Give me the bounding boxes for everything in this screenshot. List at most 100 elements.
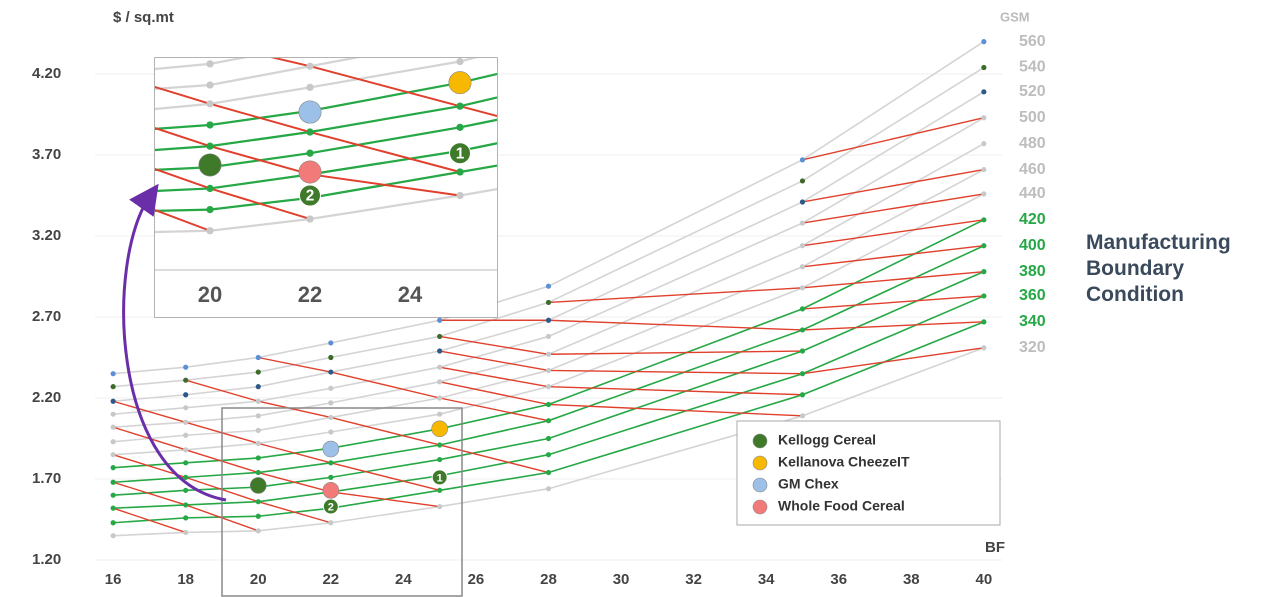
gsm-point [255,398,261,404]
gsm-point [183,515,189,521]
gsm-point [456,191,464,200]
cross-line [155,168,311,220]
inset-axis-area [155,270,497,317]
gsm-point [606,0,613,2]
legend-label: Kellanova CheezeIT [778,454,910,470]
gsm-point [255,513,261,519]
gsm-point [545,401,552,408]
gsm-point [981,191,987,197]
gsm-point [456,34,463,41]
gsm-point [545,418,552,424]
gsm-point [328,429,334,435]
gsm-point [110,424,116,430]
gsm-point [437,411,443,417]
y-tick-label: 2.70 [32,308,61,325]
gsm-point [981,166,987,173]
gsm-point [206,100,214,108]
gsm-point [106,150,113,157]
gsm-point [545,317,552,323]
gsm-point [606,18,613,25]
gsm-point [110,492,116,498]
gsm-point [456,102,464,110]
x-tick-label: 34 [758,571,775,588]
gsm-point [110,520,116,526]
gsm-point [183,487,189,493]
gsm-point [799,157,806,163]
gsm-point [981,64,987,71]
gsm-label: 400 [1019,237,1046,254]
gsm-point [6,215,13,222]
company-point [322,440,340,458]
gsm-point [437,333,443,340]
gsm-point [545,333,552,340]
numbered-point [431,469,448,486]
numbered-point-label: 1 [437,472,443,484]
x-tick-label: 18 [177,571,194,588]
gsm-point [437,395,443,401]
annotation: Manufacturing Boundary Condition [1086,231,1231,306]
gsm-point [799,220,806,226]
legend-swatch [752,499,768,515]
gsm-point [606,67,613,74]
gsm-point [328,385,334,391]
gsm-point [106,168,113,175]
y-tick-label: 1.70 [32,470,61,487]
gsm-point [306,149,314,157]
gsm-point [106,190,113,197]
gsm-line [155,58,478,111]
gsm-label: 520 [1019,83,1046,100]
x-tick-label: 20 [250,571,267,588]
inset-x-tick-label: 24 [398,282,423,307]
gsm-point [456,11,463,18]
x-tick-label: 28 [540,571,557,588]
gsm-point [799,306,806,312]
gsm-point [6,77,13,84]
gsm-point [437,456,443,463]
gsm-point [206,227,214,235]
gsm-point [606,44,613,51]
gsm-point [799,264,806,270]
numbered-point [322,498,339,515]
gsm-line [113,66,985,388]
gsm-point [306,41,313,48]
gsm-point [106,88,113,95]
gsm-point [206,81,214,89]
gsm-point [6,98,13,105]
gsm-point [799,178,806,184]
legend-label: Kellogg Cereal [778,432,876,448]
right-axis-label: GSM [1000,9,1030,24]
gsm-line [155,187,497,234]
gsm-point [183,392,189,398]
gsm-point [255,440,261,446]
gsm-label: 340 [1019,313,1046,330]
gsm-line [10,0,1210,3]
gsm-point [799,371,806,377]
legend-label: Whole Food Cereal [778,498,905,514]
cross-line [802,168,984,203]
gsm-point [206,0,213,4]
gsm-point [183,432,189,438]
gsm-point [956,60,963,67]
cross-line [960,0,1210,3]
gsm-line [155,118,497,171]
y-tick-label: 3.70 [32,146,61,163]
gsm-line [155,96,497,152]
gsm-point [545,452,552,458]
gsm-label: 360 [1019,287,1046,304]
gsm-point [110,439,116,445]
gsm-point [255,455,261,461]
gsm-label: 500 [1019,109,1046,126]
gsm-point [206,142,214,150]
gsm-point [545,384,552,390]
cross-line [802,117,985,161]
gsm-point [545,435,552,442]
gsm-point [437,364,443,370]
gsm-point [799,413,806,419]
inset-plot: 1 2 20 22 24 26 [6,0,1210,317]
legend-swatch [752,455,768,471]
gsm-point [799,348,806,354]
gsm-line [10,0,1210,62]
gsm-point [606,93,613,100]
gsm-point [306,20,313,27]
